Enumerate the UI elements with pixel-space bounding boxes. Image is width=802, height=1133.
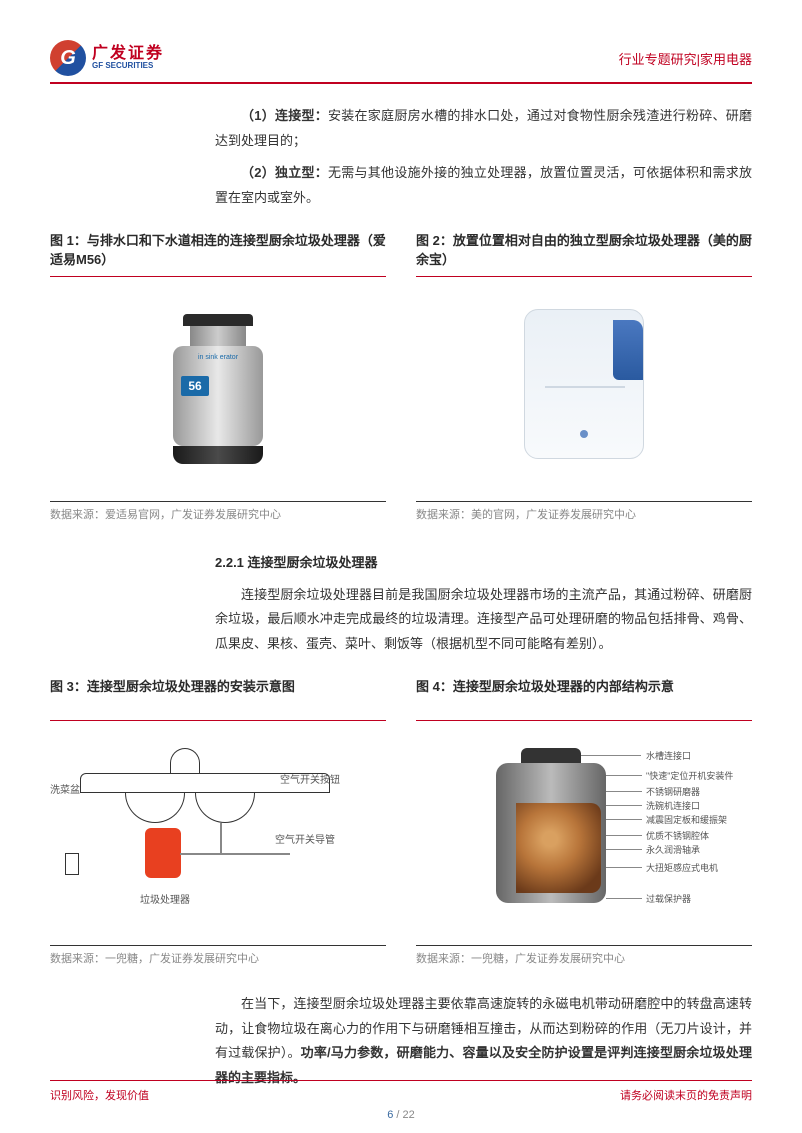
figure-1-image: in sink erator 56 bbox=[50, 289, 386, 489]
footer-left: 识别风险，发现价值 bbox=[50, 1087, 149, 1103]
logo-icon: G bbox=[50, 40, 86, 76]
figure-2-image bbox=[416, 289, 752, 489]
figure-1-source: 数据来源：爱适易官网，广发证券发展研究中心 bbox=[50, 501, 386, 522]
logo-en: GF SECURITIES bbox=[92, 62, 164, 71]
figure-2: 图 2：放置位置相对自由的独立型厨余垃圾处理器（美的厨余宝） 数据来源：美的官网… bbox=[416, 231, 752, 522]
section-heading: 2.2.1 连接型厨余垃圾处理器 bbox=[215, 552, 752, 571]
logo: G 广发证券 GF SECURITIES bbox=[50, 40, 164, 76]
page-header: G 广发证券 GF SECURITIES 行业专题研究|家用电器 bbox=[50, 40, 752, 84]
paragraph-type1: （1）连接型：安装在家庭厨房水槽的排水口处，通过对食物性厨余残渣进行粉碎、研磨达… bbox=[215, 104, 752, 153]
paragraph-3: 连接型厨余垃圾处理器目前是我国厨余垃圾处理器市场的主流产品，其通过粉碎、研磨厨余… bbox=[215, 583, 752, 657]
footer-right: 请务必阅读末页的免责声明 bbox=[620, 1087, 752, 1103]
figure-4-title: 图 4：连接型厨余垃圾处理器的内部结构示意 bbox=[416, 677, 752, 721]
figure-1: 图 1：与排水口和下水道相连的连接型厨余垃圾处理器（爱适易M56） in sin… bbox=[50, 231, 386, 522]
header-category: 行业专题研究|家用电器 bbox=[619, 49, 752, 68]
figure-4: 图 4：连接型厨余垃圾处理器的内部结构示意 水槽连接口 "快速"定位开机安装件 … bbox=[416, 677, 752, 966]
page-number: 6 / 22 bbox=[0, 1109, 802, 1121]
paragraph-4: 在当下，连接型厨余垃圾处理器主要依靠高速旋转的永磁电机带动研磨腔中的转盘高速转动… bbox=[215, 992, 752, 1091]
figure-3: 图 3：连接型厨余垃圾处理器的安装示意图 洗菜盆 空气开关按钮 空气开关导管 垃… bbox=[50, 677, 386, 966]
paragraph-type2: （2）独立型：无需与其他设施外接的独立处理器，放置位置灵活，可依据体积和需求放置… bbox=[215, 161, 752, 210]
figure-2-title: 图 2：放置位置相对自由的独立型厨余垃圾处理器（美的厨余宝） bbox=[416, 231, 752, 277]
figure-3-image: 洗菜盆 空气开关按钮 空气开关导管 垃圾处理器 bbox=[50, 733, 386, 933]
page-footer: 识别风险，发现价值 请务必阅读末页的免责声明 bbox=[50, 1080, 752, 1103]
figure-3-source: 数据来源：一兜糖，广发证券发展研究中心 bbox=[50, 945, 386, 966]
figure-4-source: 数据来源：一兜糖，广发证券发展研究中心 bbox=[416, 945, 752, 966]
figure-1-title: 图 1：与排水口和下水道相连的连接型厨余垃圾处理器（爱适易M56） bbox=[50, 231, 386, 277]
figure-4-image: 水槽连接口 "快速"定位开机安装件 不锈钢研磨器 洗碗机连接口 减震固定板和缓振… bbox=[416, 733, 752, 933]
logo-cn: 广发证券 bbox=[92, 45, 164, 63]
figure-2-source: 数据来源：美的官网，广发证券发展研究中心 bbox=[416, 501, 752, 522]
figure-3-title: 图 3：连接型厨余垃圾处理器的安装示意图 bbox=[50, 677, 386, 721]
